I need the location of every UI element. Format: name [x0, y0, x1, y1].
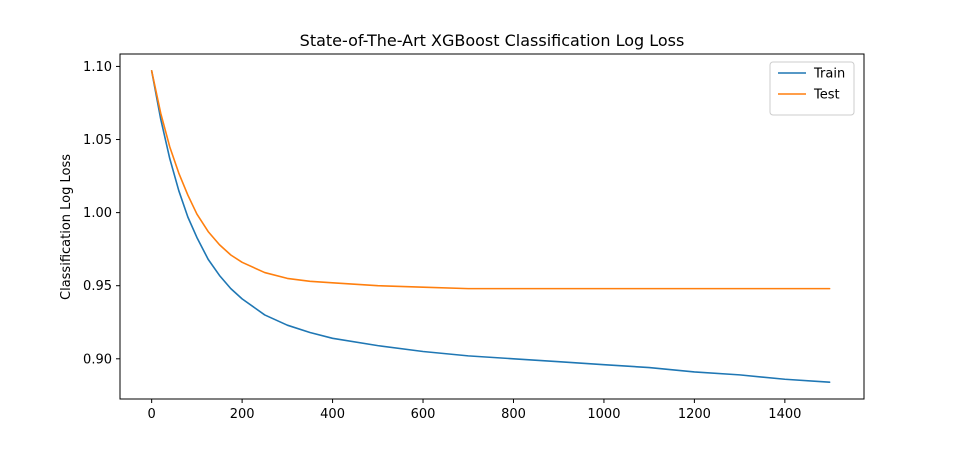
y-axis-label: Classification Log Loss [59, 154, 74, 300]
series-line-train [150, 70, 831, 383]
plot-frame [119, 53, 865, 400]
x-tick-label: 1400 [768, 407, 801, 422]
x-tick-label: 1000 [587, 407, 620, 422]
x-tick-label: 1200 [678, 407, 711, 422]
y-tick-label: 1.00 [83, 206, 112, 221]
legend: Train Test [769, 61, 855, 116]
series-line-test [150, 70, 831, 290]
x-tick-label: 400 [320, 407, 345, 422]
y-axis: 0.90 0.95 1.00 1.05 1.10 [83, 60, 120, 367]
x-axis: 0 200 400 600 800 1000 1200 1400 [148, 399, 801, 422]
series-layer [150, 70, 831, 383]
legend-label-train: Train [813, 67, 845, 82]
x-tick-label: 800 [501, 407, 526, 422]
x-tick-label: 0 [148, 407, 156, 422]
chart-title: State-of-The-Art XGBoost Classification … [300, 31, 685, 50]
x-tick-label: 600 [411, 407, 436, 422]
legend-label-test: Test [813, 88, 840, 103]
x-tick-label: 200 [230, 407, 255, 422]
y-tick-label: 1.05 [83, 133, 112, 148]
y-tick-label: 0.90 [83, 352, 112, 367]
y-tick-label: 1.10 [83, 60, 112, 75]
legend-box [769, 61, 855, 116]
y-tick-label: 0.95 [83, 279, 112, 294]
